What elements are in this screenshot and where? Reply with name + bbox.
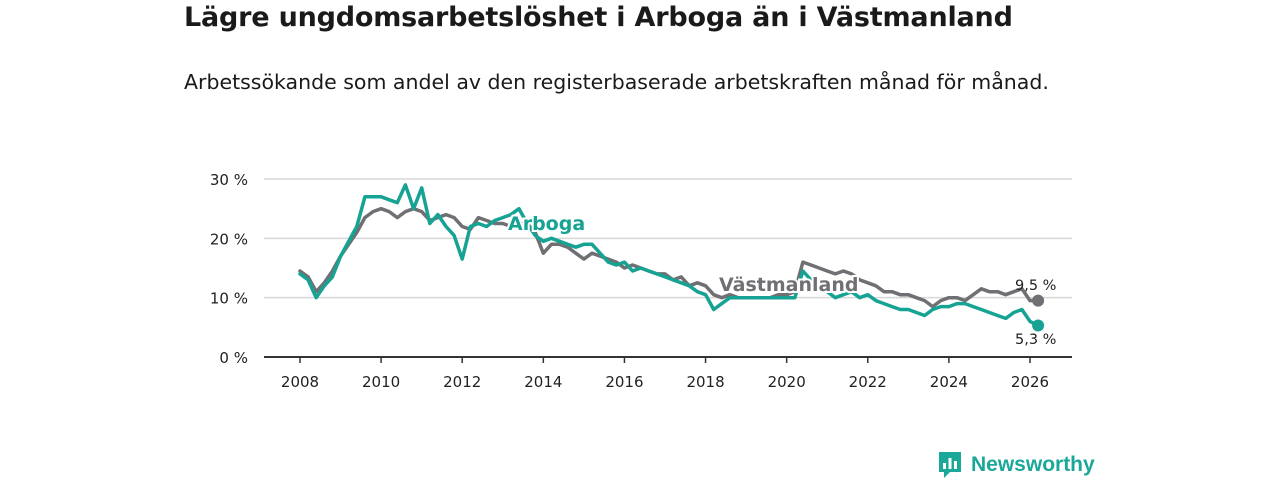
x-tick-label: 2020 (768, 373, 806, 391)
y-tick-label: 30 % (210, 171, 248, 189)
x-tick-label: 2014 (524, 373, 562, 391)
series-label-arboga: Arboga (508, 213, 585, 235)
newsworthy-logo: Newsworthy (937, 450, 1095, 480)
series-endpoint-arboga (1032, 319, 1045, 332)
series-line-västmanland (298, 206, 1040, 309)
series-lines (298, 183, 1045, 332)
x-tick-label: 2018 (686, 373, 724, 391)
series-labels: Västmanland Arboga 9,5 % 5,3 % (506, 211, 1056, 348)
y-tick-label: 10 % (210, 290, 248, 308)
series-endpoint-västmanland (1032, 294, 1045, 307)
chart-title: Lägre ungdomsarbetslöshet i Arboga än i … (184, 2, 1013, 33)
x-tick-label: 2016 (605, 373, 643, 391)
y-tick-label: 20 % (210, 230, 248, 248)
line-chart: 0 % 10 % 20 % 30 % 2008 2010 2012 2014 2016 2018… (210, 171, 1072, 391)
end-value-label-arboga: 5,3 % (1015, 332, 1056, 348)
newsworthy-logo-text: Newsworthy (971, 453, 1095, 476)
series-line-arboga (298, 183, 1040, 328)
x-tick-label: 2024 (930, 373, 968, 391)
x-tick-label: 2010 (362, 373, 400, 391)
x-tick-label: 2008 (281, 373, 319, 391)
end-value-label-vastmanland: 9,5 % (1015, 278, 1056, 294)
x-tick-label: 2022 (849, 373, 887, 391)
x-tick-label: 2026 (1011, 373, 1049, 391)
x-tick-label: 2012 (443, 373, 481, 391)
y-tick-label: 0 % (219, 349, 248, 367)
chart-subtitle: Arbetssökande som andel av den registerb… (184, 70, 1049, 94)
series-label-vastmanland: Västmanland (719, 274, 859, 296)
gridlines (264, 178, 1072, 299)
y-axis-tick-labels: 0 % 10 % 20 % 30 % (210, 171, 248, 367)
newsworthy-bar-chart-icon (939, 452, 961, 478)
x-axis: 2008 2010 2012 2014 2016 2018 2020 2022 2024 2026 (264, 356, 1072, 391)
